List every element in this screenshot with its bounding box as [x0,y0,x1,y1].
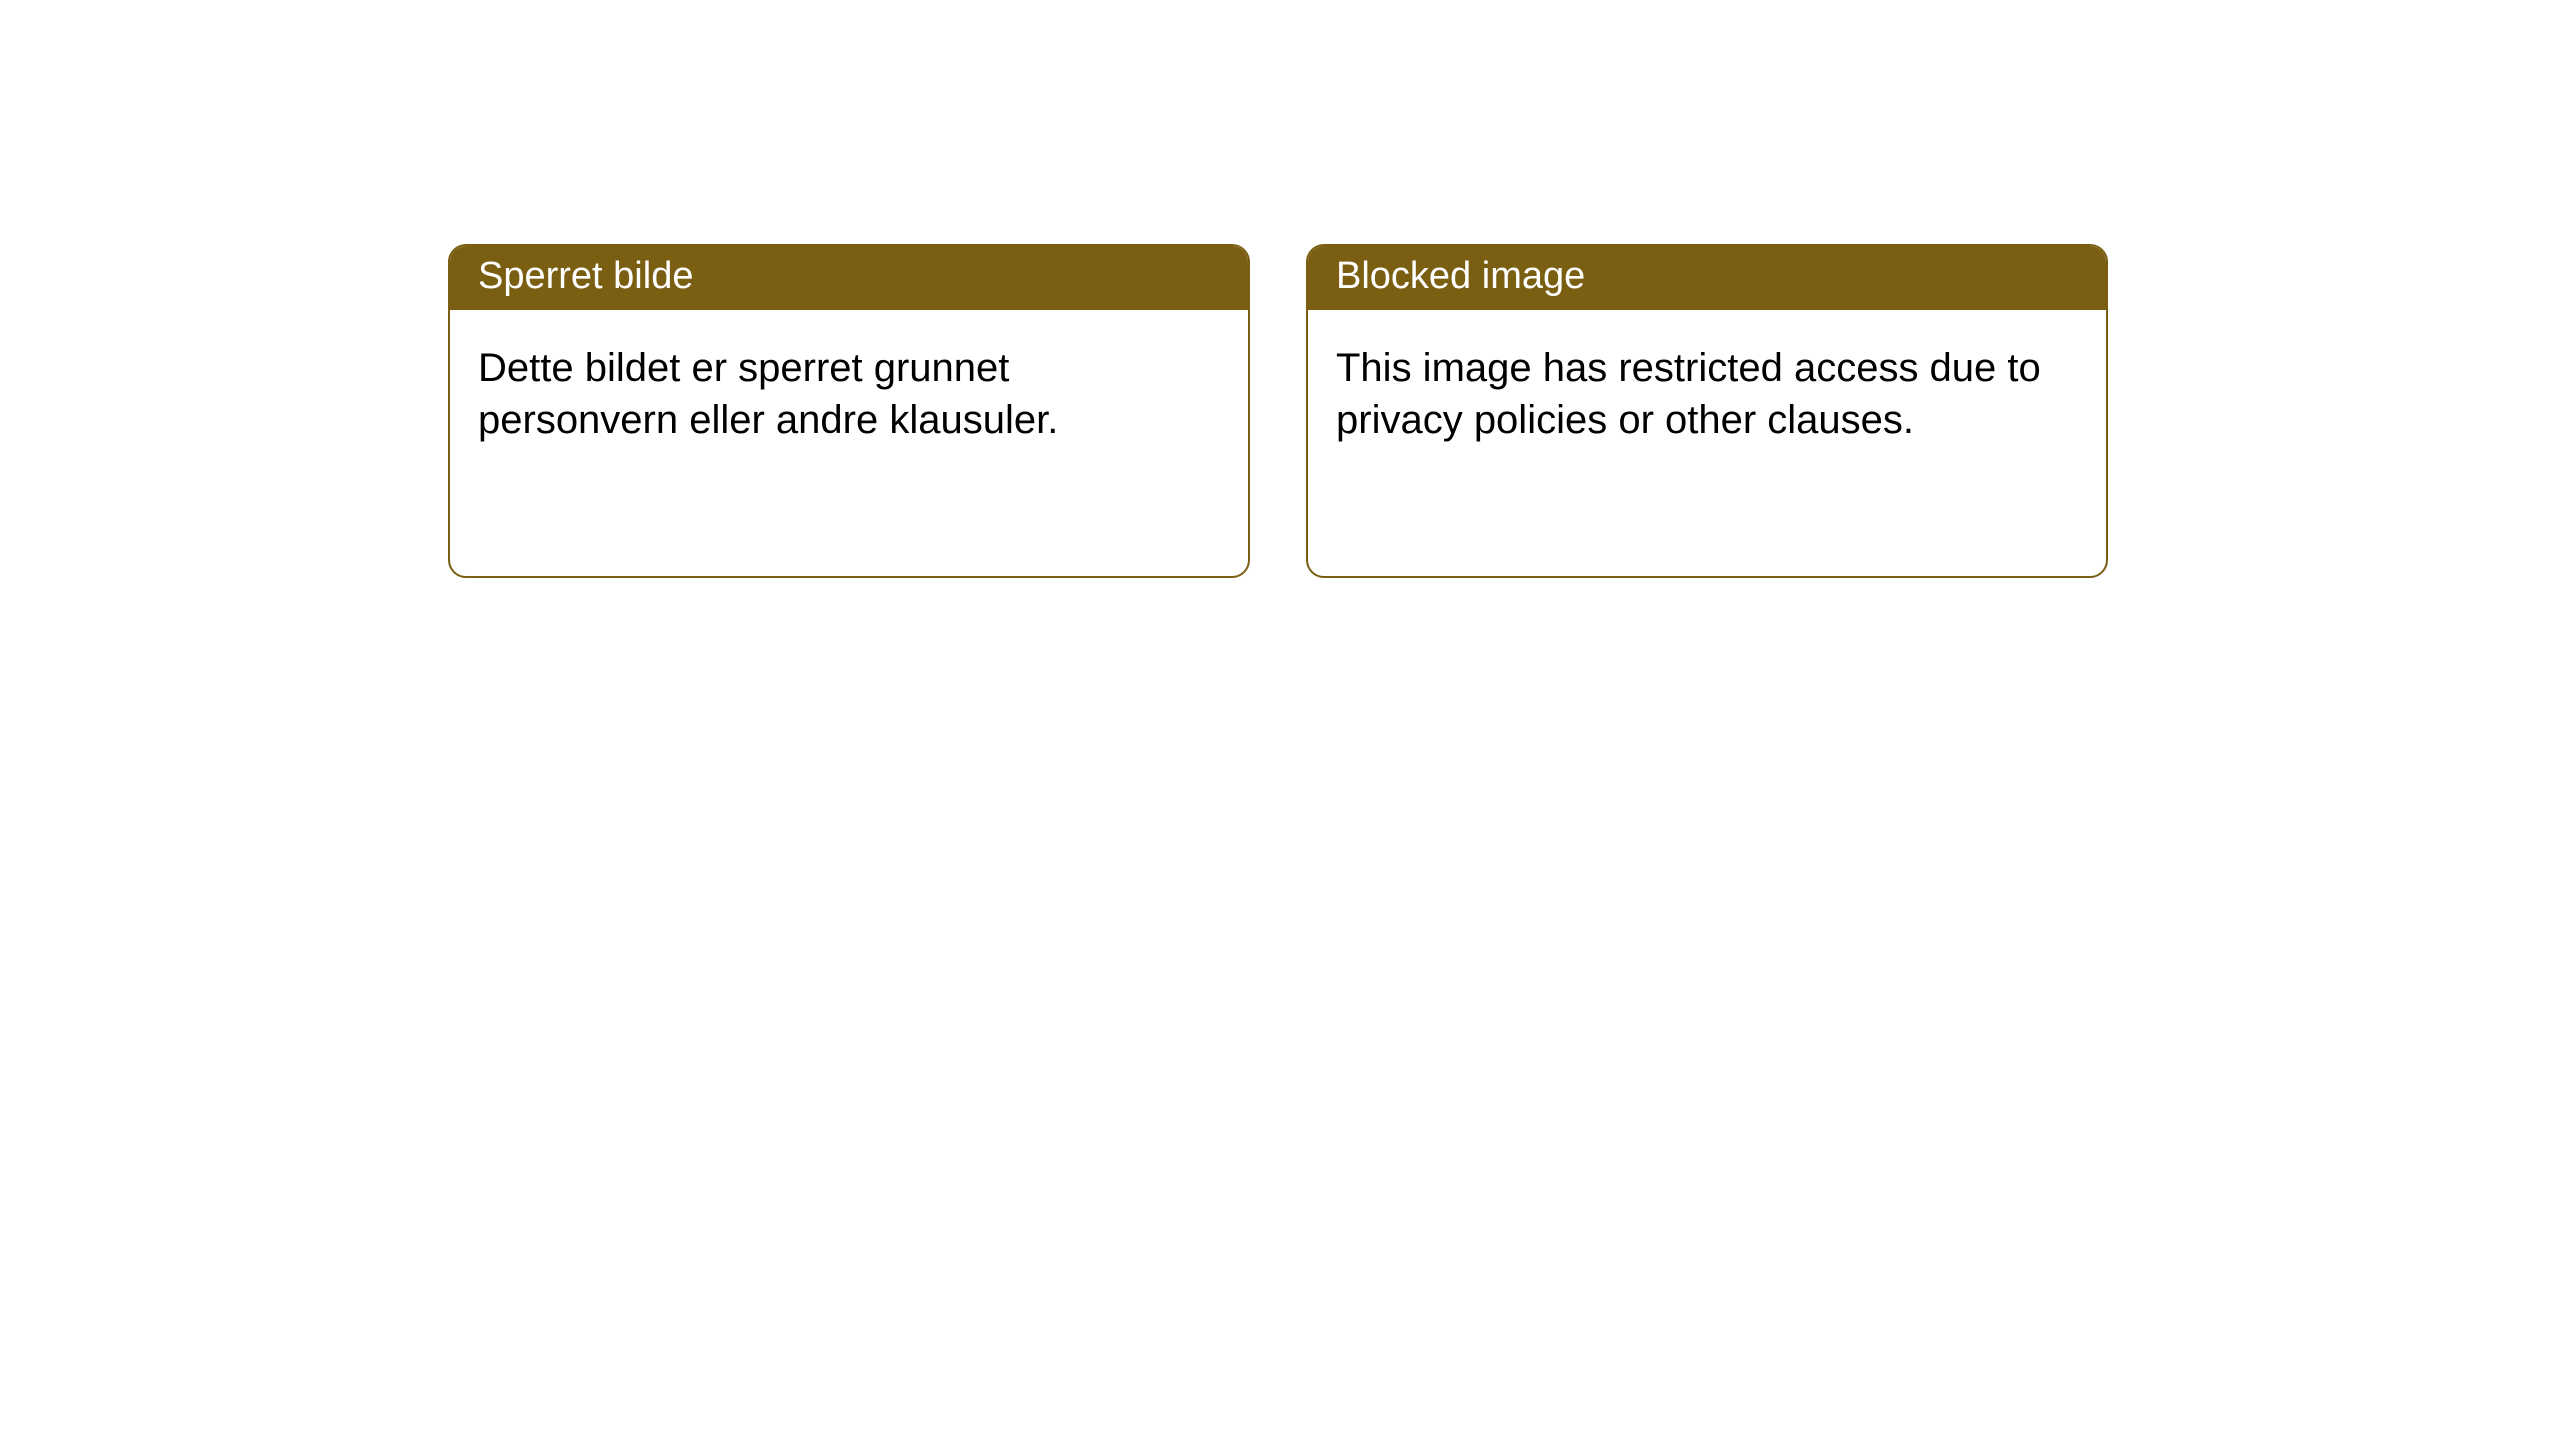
card-norwegian: Sperret bilde Dette bildet er sperret gr… [448,244,1250,578]
card-header-norwegian: Sperret bilde [450,246,1248,310]
cards-container: Sperret bilde Dette bildet er sperret gr… [0,0,2560,578]
card-body-norwegian: Dette bildet er sperret grunnet personve… [450,310,1248,478]
card-english: Blocked image This image has restricted … [1306,244,2108,578]
card-header-english: Blocked image [1308,246,2106,310]
card-body-english: This image has restricted access due to … [1308,310,2106,478]
